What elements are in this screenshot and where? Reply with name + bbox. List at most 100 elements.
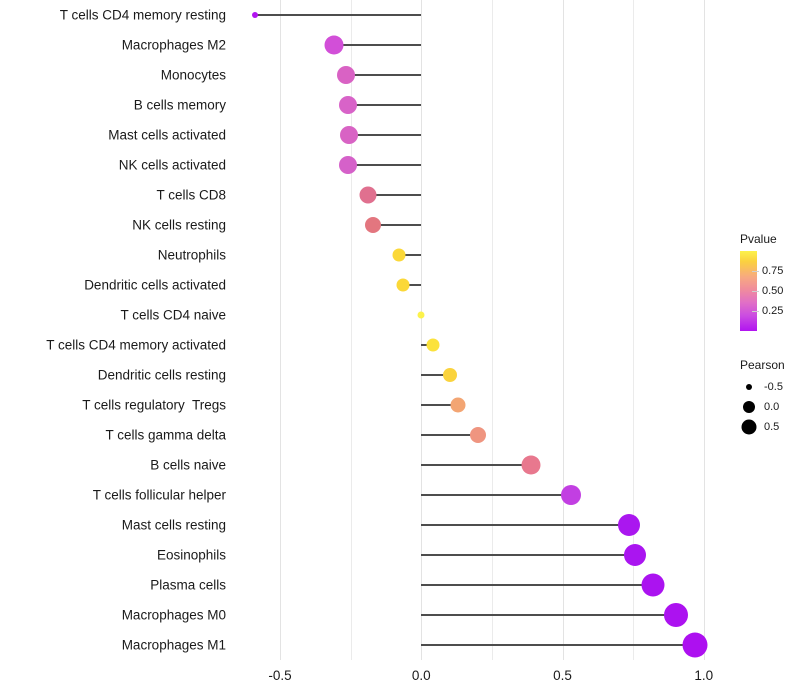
pearson-legend-label: 0.5	[764, 421, 780, 433]
lollipop-dot[interactable]	[417, 311, 425, 319]
y-axis-labels: T cells CD4 memory resting Macrophages M2…	[0, 0, 226, 660]
colorbar-tick-label: 0.25	[762, 305, 784, 317]
y-axis-tick-label: B cells memory	[133, 97, 226, 113]
y-axis-tick-label: Mast cells activated	[108, 127, 226, 143]
lollipop-stem	[373, 224, 422, 226]
pvalue-colorbar-wrap: 0.25 0.50 0.75	[740, 251, 798, 331]
pearson-size-legend: Pearson -0.5 0.0 0.5	[740, 358, 800, 437]
colorbar-tick	[752, 291, 759, 292]
lollipop-stem	[421, 614, 676, 616]
y-axis-tick-label: B cells naive	[150, 457, 226, 473]
legend-area: Pvalue 0.25 0.50 0.75 Pearson -0.5 0.0 0.5	[740, 232, 800, 435]
y-axis-tick-label: Mast cells resting	[121, 517, 226, 533]
lollipop-dot[interactable]	[617, 514, 640, 536]
pearson-legend-label: 0.0	[764, 401, 780, 413]
lollipop-stem	[347, 164, 422, 166]
x-axis-tick-label: 1.0	[694, 668, 714, 683]
y-axis-tick-label: Neutrophils	[157, 247, 226, 263]
colorbar-tick-label: 0.75	[762, 265, 784, 277]
y-axis-tick-label: T cells regulatory Tregs	[82, 397, 226, 413]
y-axis-tick-label: NK cells activated	[118, 157, 226, 173]
lollipop-dot[interactable]	[521, 455, 541, 475]
lollipop-stem	[346, 74, 422, 76]
lollipop-stem	[421, 584, 653, 586]
lollipop-stem	[347, 104, 422, 106]
pearson-legend-row: -0.5	[740, 377, 800, 397]
lollipop-dot[interactable]	[359, 186, 377, 204]
gridline-major	[280, 0, 282, 660]
y-axis-tick-label: T cells CD8	[156, 187, 226, 203]
x-axis-tick-label: 0.0	[411, 668, 431, 683]
lollipop-stem	[398, 254, 422, 256]
gridline-major	[562, 0, 564, 660]
y-axis-tick-label: Plasma cells	[150, 577, 226, 593]
y-axis-tick-label: T cells gamma delta	[105, 427, 226, 443]
lollipop-stem	[421, 464, 532, 466]
pearson-legend-dot	[746, 384, 752, 390]
lollipop-stem	[421, 434, 478, 436]
lollipop-stem	[421, 374, 450, 376]
y-axis-tick-label: Macrophages M0	[121, 607, 226, 623]
lollipop-stem	[421, 554, 635, 556]
pearson-legend-dot	[741, 419, 757, 435]
lollipop-dot[interactable]	[365, 217, 382, 233]
y-axis-tick-label: Macrophages M2	[121, 37, 226, 53]
lollipop-stem	[333, 44, 422, 46]
lollipop-dot[interactable]	[324, 35, 344, 55]
lollipop-dot[interactable]	[641, 573, 665, 597]
gridline-minor	[350, 0, 352, 660]
lollipop-dot[interactable]	[469, 427, 486, 443]
gridline-major	[421, 0, 423, 660]
pearson-legend-title: Pearson	[740, 358, 785, 372]
lollipop-dot[interactable]	[392, 248, 406, 262]
lollipop-dot[interactable]	[337, 66, 356, 84]
colorbar-tick	[752, 311, 759, 312]
y-axis-tick-label: Macrophages M1	[121, 637, 226, 653]
y-axis-tick-label: T cells CD4 naive	[120, 307, 226, 323]
x-axis-tick-label: -0.5	[268, 668, 292, 683]
lollipop-stem	[254, 14, 422, 16]
lollipop-dot[interactable]	[338, 156, 357, 174]
x-axis: -0.5 0.0 0.5 1.0	[232, 660, 732, 700]
lollipop-stem	[421, 524, 629, 526]
lollipop-dot[interactable]	[442, 368, 457, 382]
pearson-legend-label: -0.5	[764, 381, 783, 393]
lollipop-stem	[349, 134, 422, 136]
lollipop-stem	[402, 284, 422, 286]
lollipop-dot[interactable]	[623, 544, 646, 566]
lollipop-dot[interactable]	[450, 397, 466, 413]
lollipop-dot[interactable]	[560, 485, 581, 505]
lollipop-dot[interactable]	[340, 126, 359, 144]
colorbar-tick	[752, 271, 759, 272]
lollipop-dot[interactable]	[396, 278, 410, 292]
colorbar-tick-label: 0.50	[762, 285, 784, 297]
lollipop-stem	[421, 644, 696, 646]
pearson-legend-rows: -0.5 0.0 0.5	[740, 377, 800, 437]
y-axis-tick-label: T cells CD4 memory activated	[46, 337, 226, 353]
pearson-legend-row: 0.0	[740, 397, 800, 417]
pearson-legend-row: 0.5	[740, 417, 800, 437]
gridline-major	[703, 0, 705, 660]
gridline-minor	[491, 0, 493, 660]
lollipop-dot[interactable]	[251, 12, 258, 18]
plot-panel	[232, 0, 732, 660]
pearson-legend-dot	[743, 401, 755, 413]
y-axis-tick-label: T cells CD4 memory resting	[59, 7, 226, 23]
y-axis-tick-label: Dendritic cells activated	[84, 277, 226, 293]
y-axis-tick-label: Dendritic cells resting	[97, 367, 226, 383]
y-axis-tick-label: Monocytes	[160, 67, 226, 83]
gridline-minor	[633, 0, 635, 660]
y-axis-tick-label: Eosinophils	[156, 547, 226, 563]
y-axis-tick-label: NK cells resting	[132, 217, 226, 233]
lollipop-stem	[421, 404, 458, 406]
lollipop-dot[interactable]	[426, 338, 440, 352]
lollipop-stem	[421, 494, 571, 496]
lollipop-dot[interactable]	[663, 603, 688, 627]
lollipop-stem	[367, 194, 422, 196]
y-axis-tick-label: T cells follicular helper	[92, 487, 226, 503]
lollipop-dot[interactable]	[338, 96, 357, 114]
lollipop-dot[interactable]	[682, 632, 708, 658]
pvalue-legend-title: Pvalue	[740, 232, 777, 246]
x-axis-tick-label: 0.5	[553, 668, 572, 683]
